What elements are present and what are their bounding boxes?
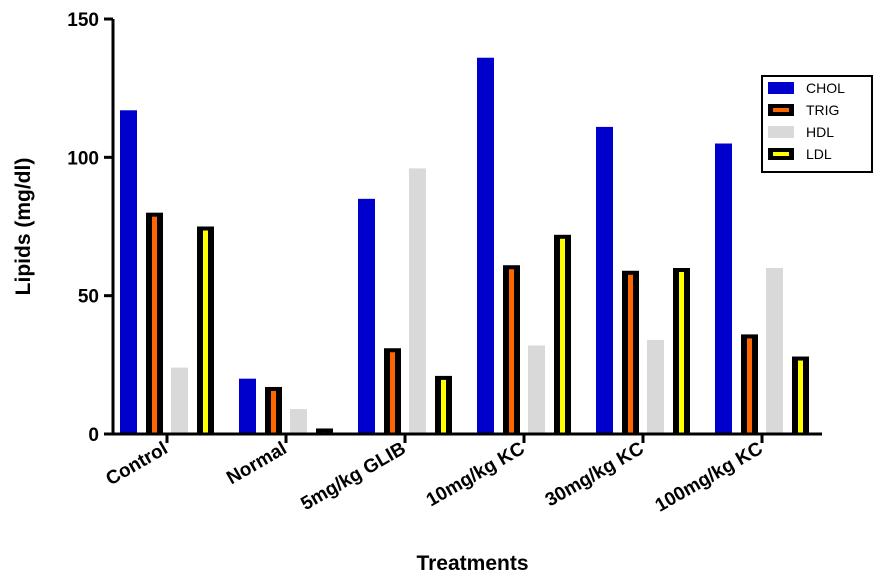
bar-hdl-1 — [290, 409, 307, 434]
legend-label-chol: CHOL — [806, 80, 845, 96]
legend-swatch-fill-trig — [773, 108, 789, 112]
bar-chol-3 — [477, 57, 494, 434]
bar-hdl-3 — [528, 345, 545, 434]
x-tick-label: 5mg/kg GLIB — [298, 438, 410, 515]
axes: 0 50 100 150 Control Normal 5mg/kg GLIB 10mg/kg… — [67, 10, 822, 517]
bar-fill-ldl-3 — [560, 238, 565, 434]
bar-chol-1 — [239, 378, 256, 434]
bar-chol-0 — [120, 110, 137, 435]
x-tick-label: 30mg/kg KC — [542, 438, 648, 511]
legend-label-trig: TRIG — [806, 102, 839, 118]
bar-hdl-5 — [766, 268, 783, 434]
plot-area — [120, 57, 809, 435]
bar-fill-trig-4 — [628, 274, 633, 434]
bar-chol-4 — [596, 126, 613, 435]
legend-swatch-hdl — [768, 126, 794, 138]
y-tick-label: 0 — [88, 425, 99, 446]
bar-fill-ldl-2 — [441, 379, 446, 434]
bar-fill-ldl-0 — [203, 230, 208, 434]
bar-hdl-4 — [647, 339, 664, 434]
y-tick-label: 100 — [67, 148, 99, 169]
legend-swatch-chol — [768, 82, 794, 94]
x-tick-label: Normal — [223, 438, 290, 489]
bar-hdl-0 — [171, 367, 188, 434]
y-axis-title: Lipids (mg/dl) — [12, 158, 35, 296]
bar-hdl-2 — [409, 168, 426, 434]
legend-label-hdl: HDL — [806, 124, 834, 140]
bar-fill-trig-3 — [509, 269, 514, 434]
x-tick-label: 10mg/kg KC — [423, 438, 529, 511]
bar-fill-trig-1 — [271, 390, 276, 434]
legend: CHOL TRIG HDL LDL — [761, 75, 873, 173]
x-tick-label: 100mg/kg KC — [652, 438, 767, 517]
bar-fill-trig-5 — [747, 338, 752, 434]
bar-chol-5 — [715, 143, 732, 434]
x-tick-label: Control — [103, 438, 172, 490]
legend-label-ldl: LDL — [806, 146, 832, 162]
bar-fill-trig-2 — [390, 352, 395, 434]
y-tick-label: 150 — [67, 10, 99, 31]
bar-ldl-1 — [316, 428, 333, 434]
bar-chol-2 — [358, 198, 375, 434]
legend-swatch-fill-ldl — [773, 152, 789, 156]
x-axis-title: Treatments — [416, 552, 528, 575]
bar-fill-trig-0 — [152, 216, 157, 434]
bar-fill-ldl-4 — [679, 272, 684, 434]
y-tick-label: 50 — [78, 287, 99, 308]
bar-fill-ldl-5 — [798, 360, 803, 434]
